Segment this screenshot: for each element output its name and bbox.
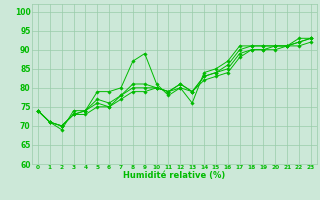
X-axis label: Humidité relative (%): Humidité relative (%) bbox=[123, 171, 226, 180]
